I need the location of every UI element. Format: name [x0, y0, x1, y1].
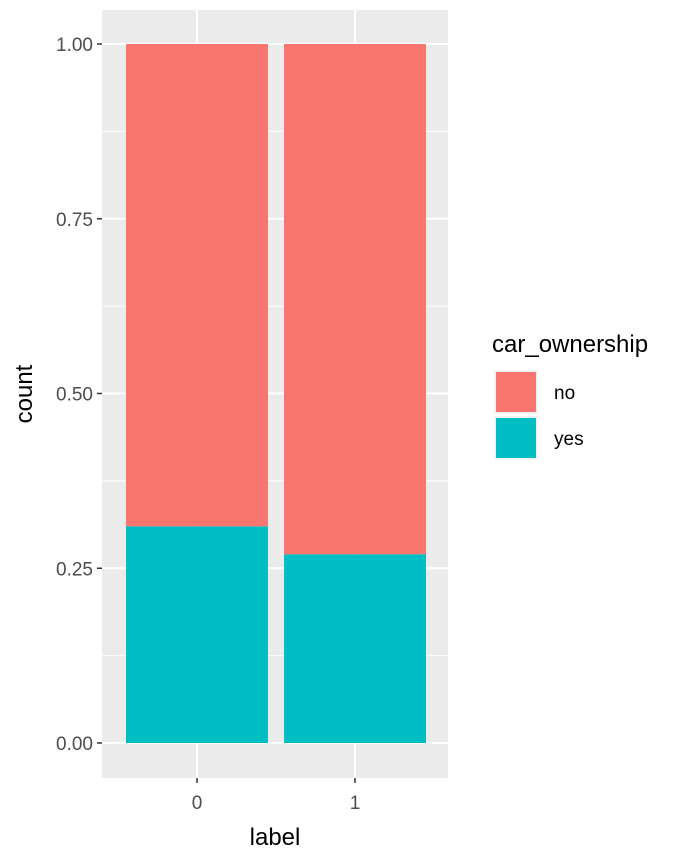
legend-label-no: no [554, 383, 575, 404]
y-tick-label: 0.00 [56, 734, 93, 755]
legend-items: no yes [494, 370, 584, 460]
bar-yes-1 [284, 554, 426, 743]
bar-yes-0 [126, 526, 268, 743]
x-axis-title: label [250, 824, 301, 851]
bar-no-1 [284, 44, 426, 555]
bars [126, 44, 426, 743]
x-tick-label: 1 [350, 793, 361, 814]
y-tick-label: 0.75 [56, 210, 93, 231]
y-tick-label: 1.00 [56, 35, 93, 56]
legend-label-yes: yes [554, 429, 584, 450]
legend-title: car_ownership [492, 331, 648, 358]
y-tick-label: 0.25 [56, 559, 93, 580]
y-axis-title: count [11, 364, 38, 423]
legend-swatch-no [496, 372, 536, 412]
legend-swatch-yes [496, 418, 536, 458]
y-axis: 0.00 0.25 0.50 0.75 1.00 [56, 35, 102, 755]
x-tick-label: 0 [192, 793, 203, 814]
legend: car_ownership no yes [492, 331, 648, 460]
bar-no-0 [126, 44, 268, 527]
y-tick-label: 0.50 [56, 385, 93, 406]
